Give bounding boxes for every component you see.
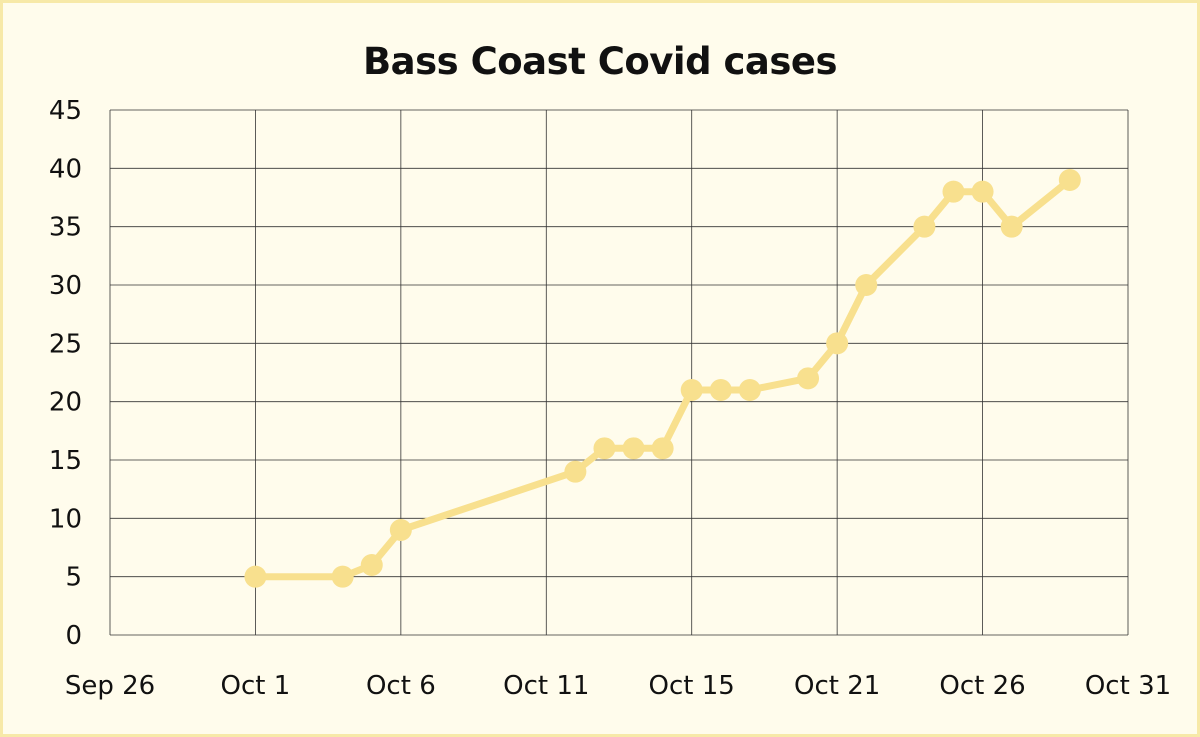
data-point [913, 215, 936, 238]
data-point [942, 180, 965, 203]
data-point [797, 367, 820, 390]
chart-title: Bass Coast Covid cases [362, 40, 838, 83]
x-tick-label: Oct 31 [1085, 671, 1171, 701]
x-tick-label: Oct 1 [221, 671, 291, 701]
data-point [709, 379, 732, 401]
data-point [331, 565, 354, 588]
y-tick-label: 40 [49, 154, 82, 184]
data-point [738, 379, 761, 401]
grid [109, 109, 1129, 636]
y-axis-labels: 0 5 10 15 20 25 30 35 40 45 [49, 96, 82, 651]
data-point [680, 379, 703, 401]
data-point [244, 565, 267, 588]
y-tick-label: 45 [49, 96, 82, 126]
x-axis-labels: Sep 26 Oct 1 Oct 6 Oct 11 Oct 15 Oct 21 Oct 26… [65, 671, 1171, 701]
x-tick-label: Oct 6 [366, 671, 436, 701]
y-tick-label: 20 [49, 388, 82, 418]
y-tick-label: 25 [49, 329, 82, 359]
data-point [593, 437, 616, 460]
series-line [251, 176, 1074, 581]
data-point [564, 460, 587, 483]
y-tick-label: 0 [65, 621, 82, 651]
y-tick-label: 5 [65, 563, 82, 593]
data-point [1000, 215, 1023, 238]
data-point [651, 437, 674, 460]
data-point [389, 519, 412, 541]
x-tick-label: Oct 26 [939, 671, 1025, 701]
data-point [826, 332, 849, 355]
x-tick-label: Sep 26 [65, 671, 155, 701]
y-tick-label: 10 [49, 504, 82, 534]
x-tick-label: Oct 15 [649, 671, 735, 701]
y-tick-label: 30 [49, 271, 82, 301]
y-tick-label: 15 [49, 446, 82, 476]
series-layer [244, 169, 1081, 588]
data-point [360, 554, 383, 576]
data-point [971, 180, 994, 203]
data-point [1058, 169, 1081, 191]
x-tick-label: Oct 11 [503, 671, 589, 701]
data-point [855, 274, 878, 296]
x-tick-label: Oct 21 [794, 671, 880, 701]
y-tick-label: 35 [49, 213, 82, 243]
data-point [622, 437, 645, 460]
